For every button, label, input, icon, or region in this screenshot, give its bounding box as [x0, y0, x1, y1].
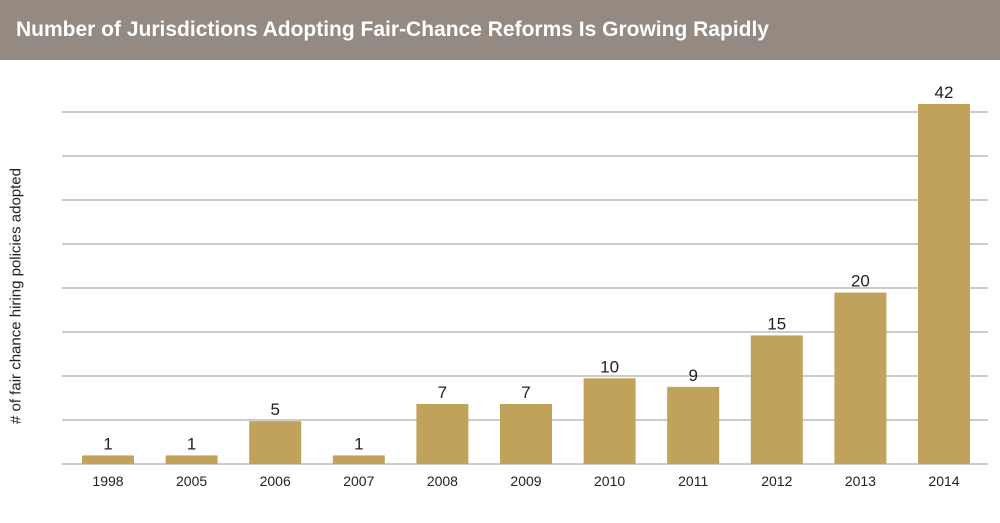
data-label: 15: [767, 314, 786, 333]
title-bar: Number of Jurisdictions Adopting Fair-Ch…: [0, 0, 1000, 60]
data-label: 42: [935, 83, 954, 102]
x-tick-label: 2006: [260, 473, 291, 489]
bar: [82, 455, 134, 464]
data-label: 7: [438, 383, 447, 402]
bar: [249, 421, 302, 464]
x-tick-label: 2010: [594, 473, 625, 489]
x-tick-label: 2008: [427, 473, 458, 489]
x-tick-label: 2005: [176, 473, 207, 489]
data-label: 7: [521, 383, 530, 402]
data-label: 5: [270, 400, 279, 419]
x-tick-label: 2009: [510, 473, 541, 489]
x-tick-label: 2007: [343, 473, 374, 489]
bar: [583, 378, 636, 464]
x-tick-label: 2013: [845, 473, 876, 489]
bar: [165, 455, 218, 464]
data-label: 1: [354, 434, 363, 453]
bar: [500, 404, 552, 464]
data-label: 1: [103, 434, 112, 453]
x-tick-label: 2014: [928, 473, 959, 489]
chart-title: Number of Jurisdictions Adopting Fair-Ch…: [16, 18, 769, 41]
bar: [416, 404, 469, 464]
x-tick-label: 2012: [761, 473, 792, 489]
bar-chart: 1199812005520061200772008720091020109201…: [62, 83, 988, 489]
bar: [750, 335, 803, 464]
bar: [918, 104, 970, 464]
data-label: 9: [688, 366, 697, 385]
data-label: 1: [187, 434, 196, 453]
data-label: 20: [851, 272, 870, 291]
data-label: 10: [600, 357, 619, 376]
x-tick-label: 2011: [678, 473, 708, 489]
bar: [834, 292, 887, 464]
x-tick-label: 1998: [92, 473, 123, 489]
bar: [667, 386, 720, 464]
bar: [332, 455, 385, 464]
